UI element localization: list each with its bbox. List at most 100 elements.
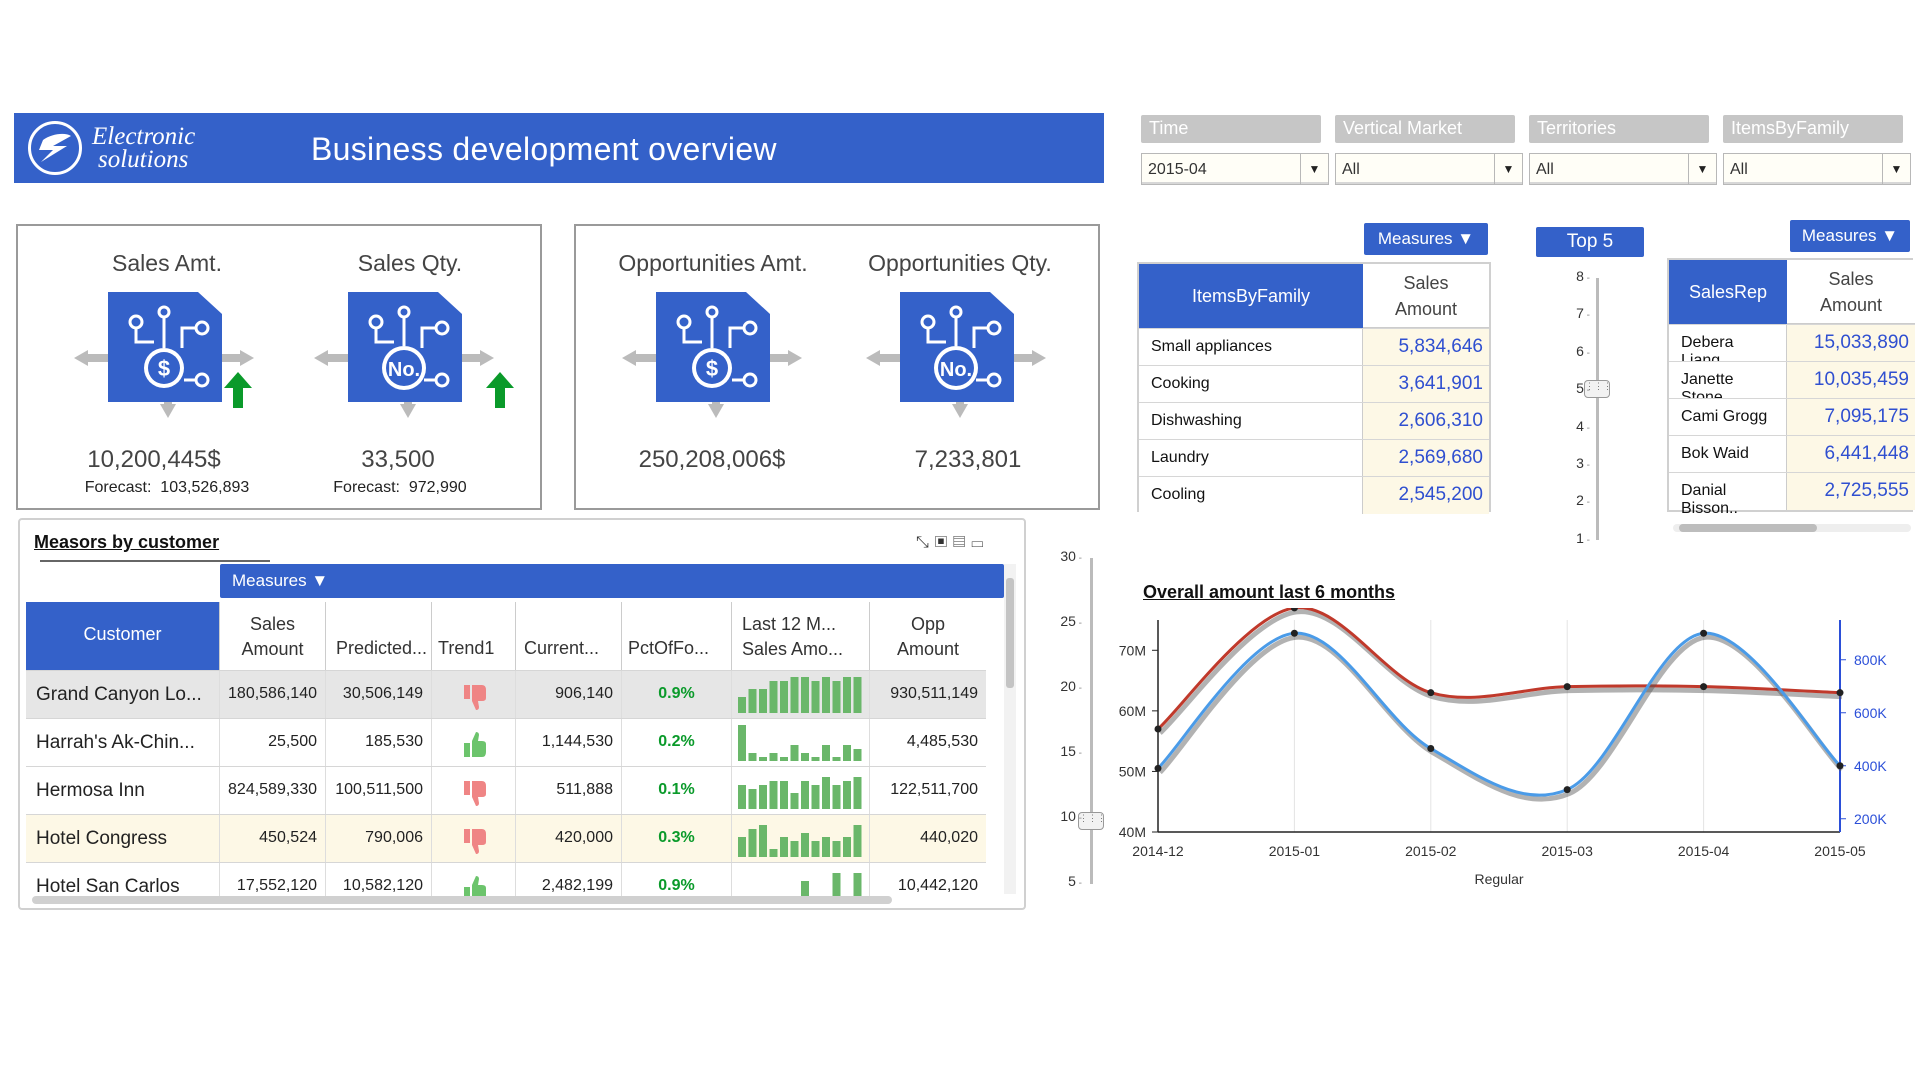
measures-header-bar[interactable]: Measures ▼ <box>220 564 1004 598</box>
column-header-predicted[interactable]: Predicted... <box>326 602 432 670</box>
customer-grid: Customer Sales Amount Predicted... Trend… <box>26 602 1002 902</box>
kpi-value: 250,208,006$ <box>638 446 786 473</box>
table-row[interactable]: Cooking 3,641,901 <box>1139 365 1489 403</box>
column-header[interactable]: Sales Amount <box>1787 260 1915 324</box>
table-row[interactable]: Hotel Congress 450,524 790,006 420,000 0… <box>26 814 986 863</box>
row-value: 5,834,646 <box>1363 329 1489 366</box>
filter-icon: ▼ <box>1457 229 1475 248</box>
save-icon[interactable]: ▣ <box>934 534 953 551</box>
sparkline-cell <box>732 767 870 815</box>
row-label: Danial Bisson.. <box>1669 473 1787 517</box>
table-row[interactable]: Danial Bisson.. 2,725,555 <box>1669 472 1915 517</box>
column-header-customer[interactable]: Customer <box>26 602 220 670</box>
filter-dropdown[interactable]: All ▼ <box>1529 153 1717 185</box>
kpi-forecast: Forecast: 972,990 <box>333 479 467 496</box>
trend-cell <box>432 815 516 863</box>
table-row[interactable]: Harrah's Ak-Chin... 25,500 185,530 1,144… <box>26 718 986 767</box>
table-row[interactable]: Debera Liang 15,033,890 <box>1669 324 1915 369</box>
table-row[interactable]: Cooling 2,545,200 <box>1139 476 1489 514</box>
chevron-down-icon[interactable]: ▼ <box>1300 154 1328 184</box>
data-point <box>1290 629 1298 637</box>
table-row[interactable]: Hotel San Carlos 17,552,120 10,582,120 2… <box>26 862 986 902</box>
x-tick-label: 2015-01 <box>1269 843 1321 859</box>
thumbs-down-icon <box>464 781 486 806</box>
filter-dropdown[interactable]: All ▼ <box>1335 153 1523 185</box>
customer-grid-panel: Measors by customer ⤡▣▤▭ Measures ▼ Cust… <box>18 518 1026 910</box>
chevron-down-icon[interactable]: ▼ <box>1882 154 1910 184</box>
spark-bar <box>832 681 841 713</box>
table-row[interactable]: Janette Stone.. 10,035,459 <box>1669 361 1915 406</box>
y-tick-label: 70M <box>1119 642 1146 658</box>
column-header-sales-amount[interactable]: Sales Amount <box>220 602 326 670</box>
column-header-pct[interactable]: PctOfFo... <box>622 602 732 670</box>
y-tick-label: 40M <box>1119 824 1146 840</box>
spark-bar <box>759 825 767 857</box>
table-row[interactable]: Grand Canyon Lo... 180,586,140 30,506,14… <box>26 670 986 719</box>
chevron-down-icon[interactable]: ▼ <box>1688 154 1716 184</box>
app-header: Electronic solutions Business developmen… <box>14 113 1104 183</box>
kpi-value: 10,200,445$ <box>87 446 221 473</box>
horizontal-scrollbar[interactable] <box>32 896 892 904</box>
table-row[interactable]: Bok Waid 6,441,448 <box>1669 435 1915 473</box>
spark-bar <box>822 745 830 761</box>
filter-label: Time <box>1141 115 1321 143</box>
column-header[interactable]: SalesRep <box>1669 260 1787 324</box>
slider-handle[interactable]: ⋮⋮⋮ <box>1078 812 1106 830</box>
column-header-opp-amount[interactable]: Opp Amount <box>870 602 986 670</box>
spark-bar <box>801 781 809 809</box>
sparkline-bars <box>738 725 862 761</box>
maximize-icon[interactable]: ▭ <box>971 534 990 551</box>
y-tick-label: 60M <box>1119 703 1146 719</box>
column-header-trend[interactable]: Trend1 <box>432 602 516 670</box>
thumbs-down-icon <box>464 685 486 710</box>
measures-filter-button[interactable]: Measures ▼ <box>1790 220 1910 252</box>
layout-icon[interactable]: ▤ <box>953 534 972 551</box>
series-line <box>1157 608 1841 731</box>
spark-bar <box>822 677 830 713</box>
spark-bar <box>769 681 778 713</box>
measures-filter-button[interactable]: Measures ▼ <box>1364 223 1488 255</box>
column-header[interactable]: ItemsByFamily <box>1139 264 1363 328</box>
y-right-tick-label: 200K <box>1854 811 1887 827</box>
number-icon: No. <box>314 292 494 418</box>
filter-icon: ▼ <box>311 571 329 590</box>
table-row[interactable]: Cami Grogg 7,095,175 <box>1669 398 1915 436</box>
slider-tick: 5 <box>1556 380 1590 396</box>
filter-dropdown[interactable]: 2015-04 ▼ <box>1141 153 1329 185</box>
chevron-down-icon[interactable]: ▼ <box>1494 154 1522 184</box>
spark-bar <box>748 829 757 857</box>
table-row[interactable]: Dishwashing 2,606,310 <box>1139 402 1489 440</box>
expand-icon[interactable]: ⤡ <box>916 534 935 551</box>
data-point <box>1290 608 1298 612</box>
table-row[interactable]: Laundry 2,569,680 <box>1139 439 1489 477</box>
y-right-tick-label: 400K <box>1854 758 1887 774</box>
panel-toolbar: ⤡▣▤▭ <box>916 534 989 552</box>
filter-dropdown[interactable]: All ▼ <box>1723 153 1911 185</box>
scrollbar-thumb[interactable] <box>1006 578 1014 688</box>
sales-amount-cell: 17,552,120 <box>220 863 326 902</box>
column-header[interactable]: Sales Amount <box>1363 264 1489 328</box>
items-by-family-table: ItemsByFamily Sales Amount Small applian… <box>1137 262 1491 514</box>
spark-bar <box>843 745 851 761</box>
table-row[interactable]: Hermosa Inn 824,589,330 100,511,500 511,… <box>26 766 986 815</box>
x-tick-label: 2015-03 <box>1542 843 1594 859</box>
current-cell: 2,482,199 <box>516 863 622 902</box>
horizontal-scrollbar[interactable] <box>1673 524 1911 532</box>
sparkline-cell <box>732 815 870 863</box>
opp-amount-cell: 10,442,120 <box>897 877 978 894</box>
scrollbar-thumb[interactable] <box>1679 524 1817 532</box>
value-slider[interactable]: ⋮⋮⋮ 30 25 20 15 10 5 <box>1046 548 1106 894</box>
table-row[interactable]: Small appliances 5,834,646 <box>1139 328 1489 366</box>
pct-cell: 0.9% <box>622 863 732 902</box>
column-header-current[interactable]: Current... <box>516 602 622 670</box>
top-n-label: Top 5 <box>1536 227 1644 257</box>
vertical-scrollbar[interactable] <box>1004 564 1016 894</box>
column-header-last-12-months[interactable]: Last 12 M... Sales Amo... <box>732 602 870 670</box>
up-arrow-icon <box>486 372 514 408</box>
svg-text:No.: No. <box>940 359 972 381</box>
filter-value: All <box>1536 161 1554 178</box>
current-cell: 906,140 <box>516 671 622 719</box>
trend-cell <box>432 863 516 902</box>
top-n-slider[interactable]: ⋮⋮⋮ 87654321 <box>1556 268 1616 550</box>
slider-tick: 10 <box>1046 808 1082 824</box>
